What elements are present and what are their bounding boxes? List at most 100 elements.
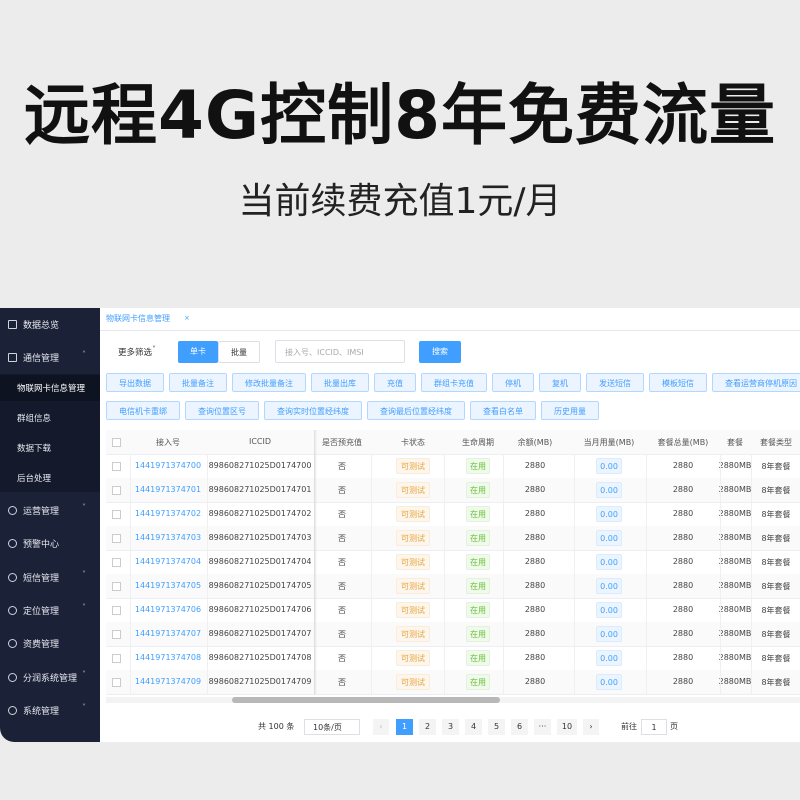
tab-bar — [100, 308, 800, 331]
checkbox[interactable] — [112, 462, 121, 471]
page-button[interactable]: 1 — [396, 719, 413, 735]
toolbar-button[interactable]: 停机 — [492, 373, 534, 392]
table-cell: 8年套餐 — [761, 558, 791, 567]
more-filter[interactable]: 更多筛选 — [118, 348, 153, 358]
table-row — [106, 574, 800, 599]
menu-icon — [8, 320, 17, 329]
checkbox[interactable] — [112, 582, 121, 591]
col-border — [751, 550, 752, 574]
table-cell: 2880MB — [718, 653, 752, 662]
col-border — [207, 550, 208, 574]
tab[interactable]: 物联网卡信息管理 — [106, 314, 170, 323]
goto-input[interactable]: 1 — [641, 719, 667, 735]
col-border — [130, 574, 131, 598]
toolbar-button[interactable]: 复机 — [539, 373, 581, 392]
checkbox[interactable] — [112, 486, 121, 495]
checkbox[interactable] — [112, 606, 121, 615]
table-cell: 否 — [338, 558, 346, 567]
col-border — [720, 478, 721, 502]
menu-item[interactable]: 数据总览 — [23, 321, 60, 331]
checkbox[interactable] — [112, 534, 121, 543]
toolbar-button[interactable]: 历史用量 — [541, 401, 599, 420]
table-cell[interactable]: 1441971374706 — [134, 605, 202, 614]
table-cell[interactable]: 1441971374701 — [134, 485, 202, 494]
menu-item[interactable]: 分润系统管理 — [23, 674, 78, 684]
next[interactable]: › — [583, 719, 599, 735]
menu-item[interactable]: 预警中心 — [23, 540, 60, 550]
col-border — [444, 478, 445, 502]
menu-item[interactable]: 短信管理 — [23, 574, 60, 584]
col-border — [503, 526, 504, 550]
table-cell[interactable]: 1441971374707 — [134, 629, 202, 638]
toolbar-button[interactable]: 电信机卡重绑 — [106, 401, 180, 420]
table-cell: 2880 — [524, 509, 546, 518]
lifecycle-tag: 在用 — [466, 482, 490, 498]
col-border — [371, 622, 372, 646]
col-border — [646, 526, 647, 550]
table-header: 套餐 — [727, 438, 743, 447]
toolbar-button[interactable]: 查看运营商停机原因 — [712, 373, 800, 392]
toolbar-button[interactable]: 查询最后位置经纬度 — [367, 401, 465, 420]
toolbar-button[interactable]: 查询实时位置经纬度 — [264, 401, 362, 420]
toolbar-button[interactable]: 查看白名单 — [470, 401, 536, 420]
status-tag: 可测试 — [396, 602, 430, 618]
menu-item[interactable]: 定位管理 — [23, 607, 60, 617]
page-button[interactable]: ··· — [534, 719, 551, 735]
scrollbar-thumb[interactable] — [232, 697, 500, 703]
submenu-item[interactable]: 群组信息 — [17, 414, 52, 424]
table-cell: 2880MB — [718, 677, 752, 686]
toolbar-button[interactable]: 批量备注 — [169, 373, 227, 392]
page-button[interactable]: 4 — [465, 719, 482, 735]
page-button[interactable]: 3 — [442, 719, 459, 735]
checkbox[interactable] — [112, 510, 121, 519]
page-size[interactable]: 10条/页 — [304, 719, 360, 735]
table-header: 套餐类型 — [760, 438, 792, 447]
mode-batch[interactable]: 批量 — [218, 341, 260, 363]
toolbar-button[interactable]: 模板短信 — [649, 373, 707, 392]
checkbox[interactable] — [112, 678, 121, 687]
menu-item[interactable]: 系统管理 — [23, 707, 60, 717]
table-cell[interactable]: 1441971374700 — [134, 461, 202, 470]
search-input[interactable]: 接入号、ICCID、IMSI — [275, 340, 405, 363]
submenu-item[interactable]: 后台处理 — [17, 474, 52, 484]
table-cell[interactable]: 1441971374703 — [134, 533, 202, 542]
page-button[interactable]: 10 — [557, 719, 577, 735]
chevron: ˅ — [152, 345, 156, 354]
toolbar-button[interactable]: 充值 — [374, 373, 416, 392]
toolbar-button[interactable]: 修改批量备注 — [232, 373, 306, 392]
toolbar-button[interactable]: 发送短信 — [586, 373, 644, 392]
toolbar-button[interactable]: 批量出库 — [311, 373, 369, 392]
prev[interactable]: ‹ — [373, 719, 389, 735]
menu-item[interactable]: 资费管理 — [23, 640, 60, 650]
checkbox[interactable] — [112, 630, 121, 639]
table-cell: 898608271025D0174704 — [208, 557, 312, 566]
table-cell: 2880 — [672, 485, 694, 494]
main-panel: 物联网卡信息管理 × 更多筛选 ˅ 单卡 批量 接入号、ICCID、IMSI 搜索 导出数据 批量… — [100, 308, 800, 742]
toolbar-button[interactable]: 导出数据 — [106, 373, 164, 392]
table-cell[interactable]: 1441971374704 — [134, 557, 202, 566]
menu-item[interactable]: 通信管理 — [23, 354, 60, 364]
checkbox[interactable] — [112, 654, 121, 663]
submenu-item[interactable]: 物联网卡信息管理 — [17, 384, 86, 394]
table-cell: 2880MB — [718, 461, 752, 470]
menu-item[interactable]: 运营管理 — [23, 507, 60, 517]
table-cell[interactable]: 1441971374705 — [134, 581, 202, 590]
col-border — [444, 526, 445, 550]
table-cell[interactable]: 1441971374708 — [134, 653, 202, 662]
page-button[interactable]: 5 — [488, 719, 505, 735]
table-cell: 2880 — [524, 485, 546, 494]
submenu-item[interactable]: 数据下载 — [17, 444, 52, 454]
checkbox[interactable] — [112, 438, 121, 447]
page-button[interactable]: 2 — [419, 719, 436, 735]
tab-close: × — [184, 314, 190, 322]
col-border — [503, 622, 504, 646]
checkbox[interactable] — [112, 558, 121, 567]
toolbar-button[interactable]: 查询位置区号 — [185, 401, 259, 420]
mode-single[interactable]: 单卡 — [178, 341, 218, 363]
table-cell[interactable]: 1441971374709 — [134, 677, 202, 686]
toolbar-button[interactable]: 群组卡充值 — [421, 373, 487, 392]
table-cell[interactable]: 1441971374702 — [134, 509, 202, 518]
search-button[interactable]: 搜索 — [419, 341, 461, 363]
table-cell: 2880MB — [718, 557, 752, 566]
page-button[interactable]: 6 — [511, 719, 528, 735]
